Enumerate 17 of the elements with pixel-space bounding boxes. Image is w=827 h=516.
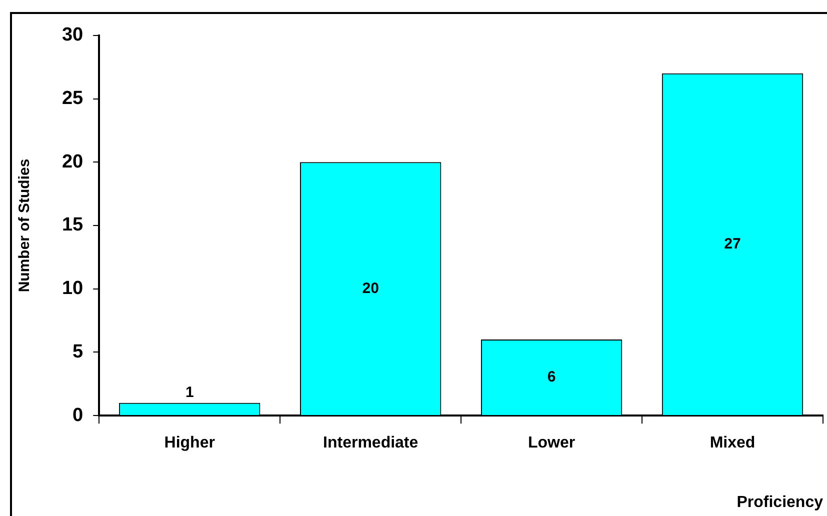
y-tick-label: 30 [62, 24, 84, 46]
x-tick-label: Lower [528, 434, 576, 452]
data-label: 27 [724, 235, 741, 252]
y-tick-label: 20 [62, 151, 84, 172]
data-label: 1 [185, 384, 194, 402]
x-tick-label: Higher [164, 434, 215, 452]
y-axis-title: Number of Studies [16, 158, 34, 292]
y-tick-label: 10 [62, 278, 84, 300]
x-tick-label: Mixed [710, 434, 756, 452]
x-axis-title: Proficiency [736, 494, 824, 511]
y-tick-label: 25 [62, 88, 84, 109]
x-tick-label: Intermediate [323, 434, 418, 452]
data-label: 6 [547, 368, 556, 386]
y-tick-label: 0 [72, 404, 84, 426]
y-tick-label: 15 [62, 214, 84, 236]
y-tick-label: 5 [72, 341, 84, 362]
data-label: 20 [362, 280, 379, 297]
